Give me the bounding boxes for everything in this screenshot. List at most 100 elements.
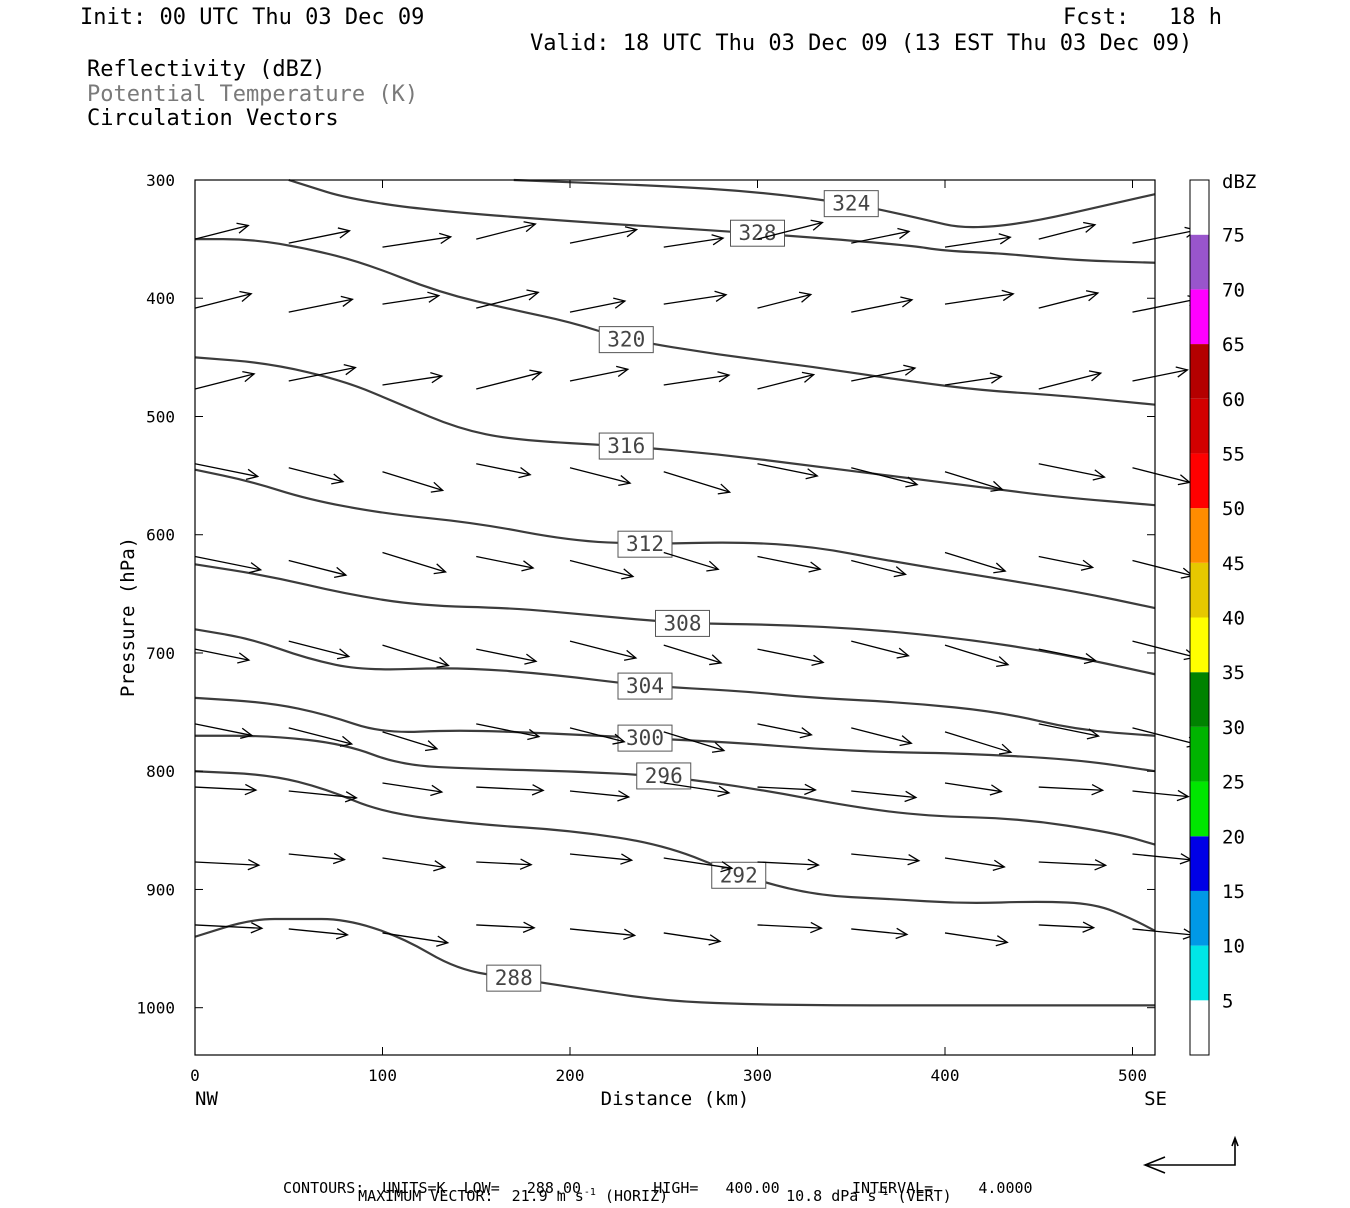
circulation-vector — [757, 783, 817, 796]
svg-text:308: 308 — [664, 611, 702, 635]
contour-label-312: 312 — [617, 530, 673, 558]
circulation-vector — [1038, 555, 1095, 571]
forecast-hour: Fcst: 18 h — [1063, 5, 1222, 30]
theta-contours: 328 324 320 316 312 308 304 300 296 292 288 — [194, 178, 1156, 1007]
reference-vector-icon — [1142, 1135, 1239, 1174]
circulation-vector — [382, 551, 448, 575]
circulation-vector — [1038, 290, 1100, 309]
colorbar-swatch — [1190, 781, 1209, 837]
circulation-vector — [288, 790, 358, 803]
y-tick-label: 800 — [146, 762, 175, 781]
circulation-vector — [476, 723, 541, 741]
circulation-vector — [757, 463, 819, 480]
circulation-vector — [382, 932, 450, 947]
circulation-vector — [757, 291, 813, 309]
colorbar-swatch — [1190, 890, 1209, 946]
theta-contour-320 — [195, 238, 1156, 406]
colorbar-level-label: 25 — [1222, 772, 1245, 794]
circulation-vector — [382, 471, 445, 493]
circulation-vector — [1038, 723, 1101, 740]
circulation-vector — [1132, 295, 1201, 313]
circulation-vector — [288, 640, 351, 660]
svg-text:328: 328 — [739, 221, 777, 245]
contour-label-304: 304 — [617, 672, 673, 700]
circulation-vector — [288, 727, 354, 747]
circulation-vector — [1132, 727, 1200, 748]
x-tick-label: 400 — [931, 1066, 960, 1085]
circulation-vector — [476, 221, 537, 240]
x-tick-label: 200 — [556, 1066, 585, 1085]
circulation-vector — [569, 790, 631, 802]
colorbar-level-label: 10 — [1222, 936, 1245, 958]
circulation-vector — [476, 463, 532, 479]
y-axis-label: Pressure (hPa) — [117, 537, 139, 697]
circulation-vector — [663, 551, 720, 572]
theta-contour-292 — [194, 770, 1156, 932]
circulation-vector — [944, 471, 1004, 492]
circulation-vector — [757, 858, 820, 871]
contour-label-316: 316 — [598, 432, 654, 460]
circulation-vector — [663, 644, 723, 666]
circulation-vector — [382, 232, 453, 248]
circulation-vector — [194, 370, 256, 390]
svg-text:300: 300 — [626, 726, 664, 750]
y-tick-label: 300 — [146, 171, 175, 190]
colorbar: 5 10 15 20 25 30 35 40 45 50 55 60 65 70 75 — [1189, 179, 1245, 1056]
circulation-vector — [476, 555, 535, 572]
x-tick-label: 100 — [368, 1066, 397, 1085]
contour-label-328: 328 — [730, 219, 785, 247]
circulation-vector — [944, 731, 1013, 755]
svg-text:304: 304 — [626, 674, 664, 698]
colorbar-swatch — [1190, 180, 1209, 235]
field-circulation-vectors: Circulation Vectors — [87, 106, 339, 131]
circulation-vector — [288, 852, 346, 865]
x-tick-label: 300 — [743, 1066, 772, 1085]
circulation-vector — [1038, 859, 1108, 871]
x-end-label-left: NW — [195, 1088, 218, 1110]
circulation-vector — [569, 559, 635, 580]
x-tick-label: 500 — [1118, 1066, 1147, 1085]
svg-text:296: 296 — [645, 764, 683, 788]
circulation-vector — [663, 731, 726, 753]
colorbar-swatch — [1190, 726, 1209, 782]
circulation-vector — [194, 922, 264, 934]
y-tick-label: 400 — [146, 289, 175, 308]
circulation-vector — [1132, 853, 1193, 865]
circulation-vector — [1038, 784, 1105, 796]
y-tick-label: 900 — [146, 880, 175, 899]
colorbar-level-label: 30 — [1222, 717, 1245, 739]
circulation-vector — [663, 782, 731, 797]
svg-text:312: 312 — [626, 532, 664, 556]
circulation-vector — [288, 559, 348, 578]
circulation-vector — [944, 289, 1015, 305]
circulation-vector — [476, 289, 540, 309]
circulation-vector — [663, 471, 732, 495]
colorbar-level-label: 5 — [1222, 990, 1233, 1012]
colorbar-swatch — [1190, 398, 1209, 454]
circulation-vector — [476, 369, 543, 390]
circulation-vector — [1132, 226, 1198, 244]
circulation-vector — [1132, 640, 1197, 661]
y-tick-label: 700 — [146, 644, 175, 663]
circulation-vector — [288, 227, 352, 244]
circulation-vector — [851, 467, 919, 488]
colorbar-level-label: 15 — [1222, 881, 1245, 903]
colorbar-swatch — [1190, 836, 1209, 891]
colorbar-frame — [1189, 179, 1210, 1056]
circulation-vector — [194, 222, 250, 240]
circulation-vector — [1038, 370, 1103, 390]
circulation-vector — [569, 727, 626, 745]
theta-contour-308 — [194, 563, 1156, 676]
x-axis-label: Distance (km) — [601, 1088, 750, 1110]
circulation-vector — [476, 784, 545, 796]
circulation-vector — [382, 291, 441, 305]
circulation-vector — [851, 559, 907, 578]
circulation-vector — [944, 932, 1009, 947]
contour-label-308: 308 — [655, 609, 710, 637]
circulation-vector — [851, 227, 911, 244]
circulation-vector — [476, 921, 536, 934]
colorbar-swatch — [1190, 234, 1209, 290]
circulation-vector — [663, 857, 734, 873]
contour-label-320: 320 — [598, 326, 654, 354]
circulation-vector — [757, 371, 816, 390]
